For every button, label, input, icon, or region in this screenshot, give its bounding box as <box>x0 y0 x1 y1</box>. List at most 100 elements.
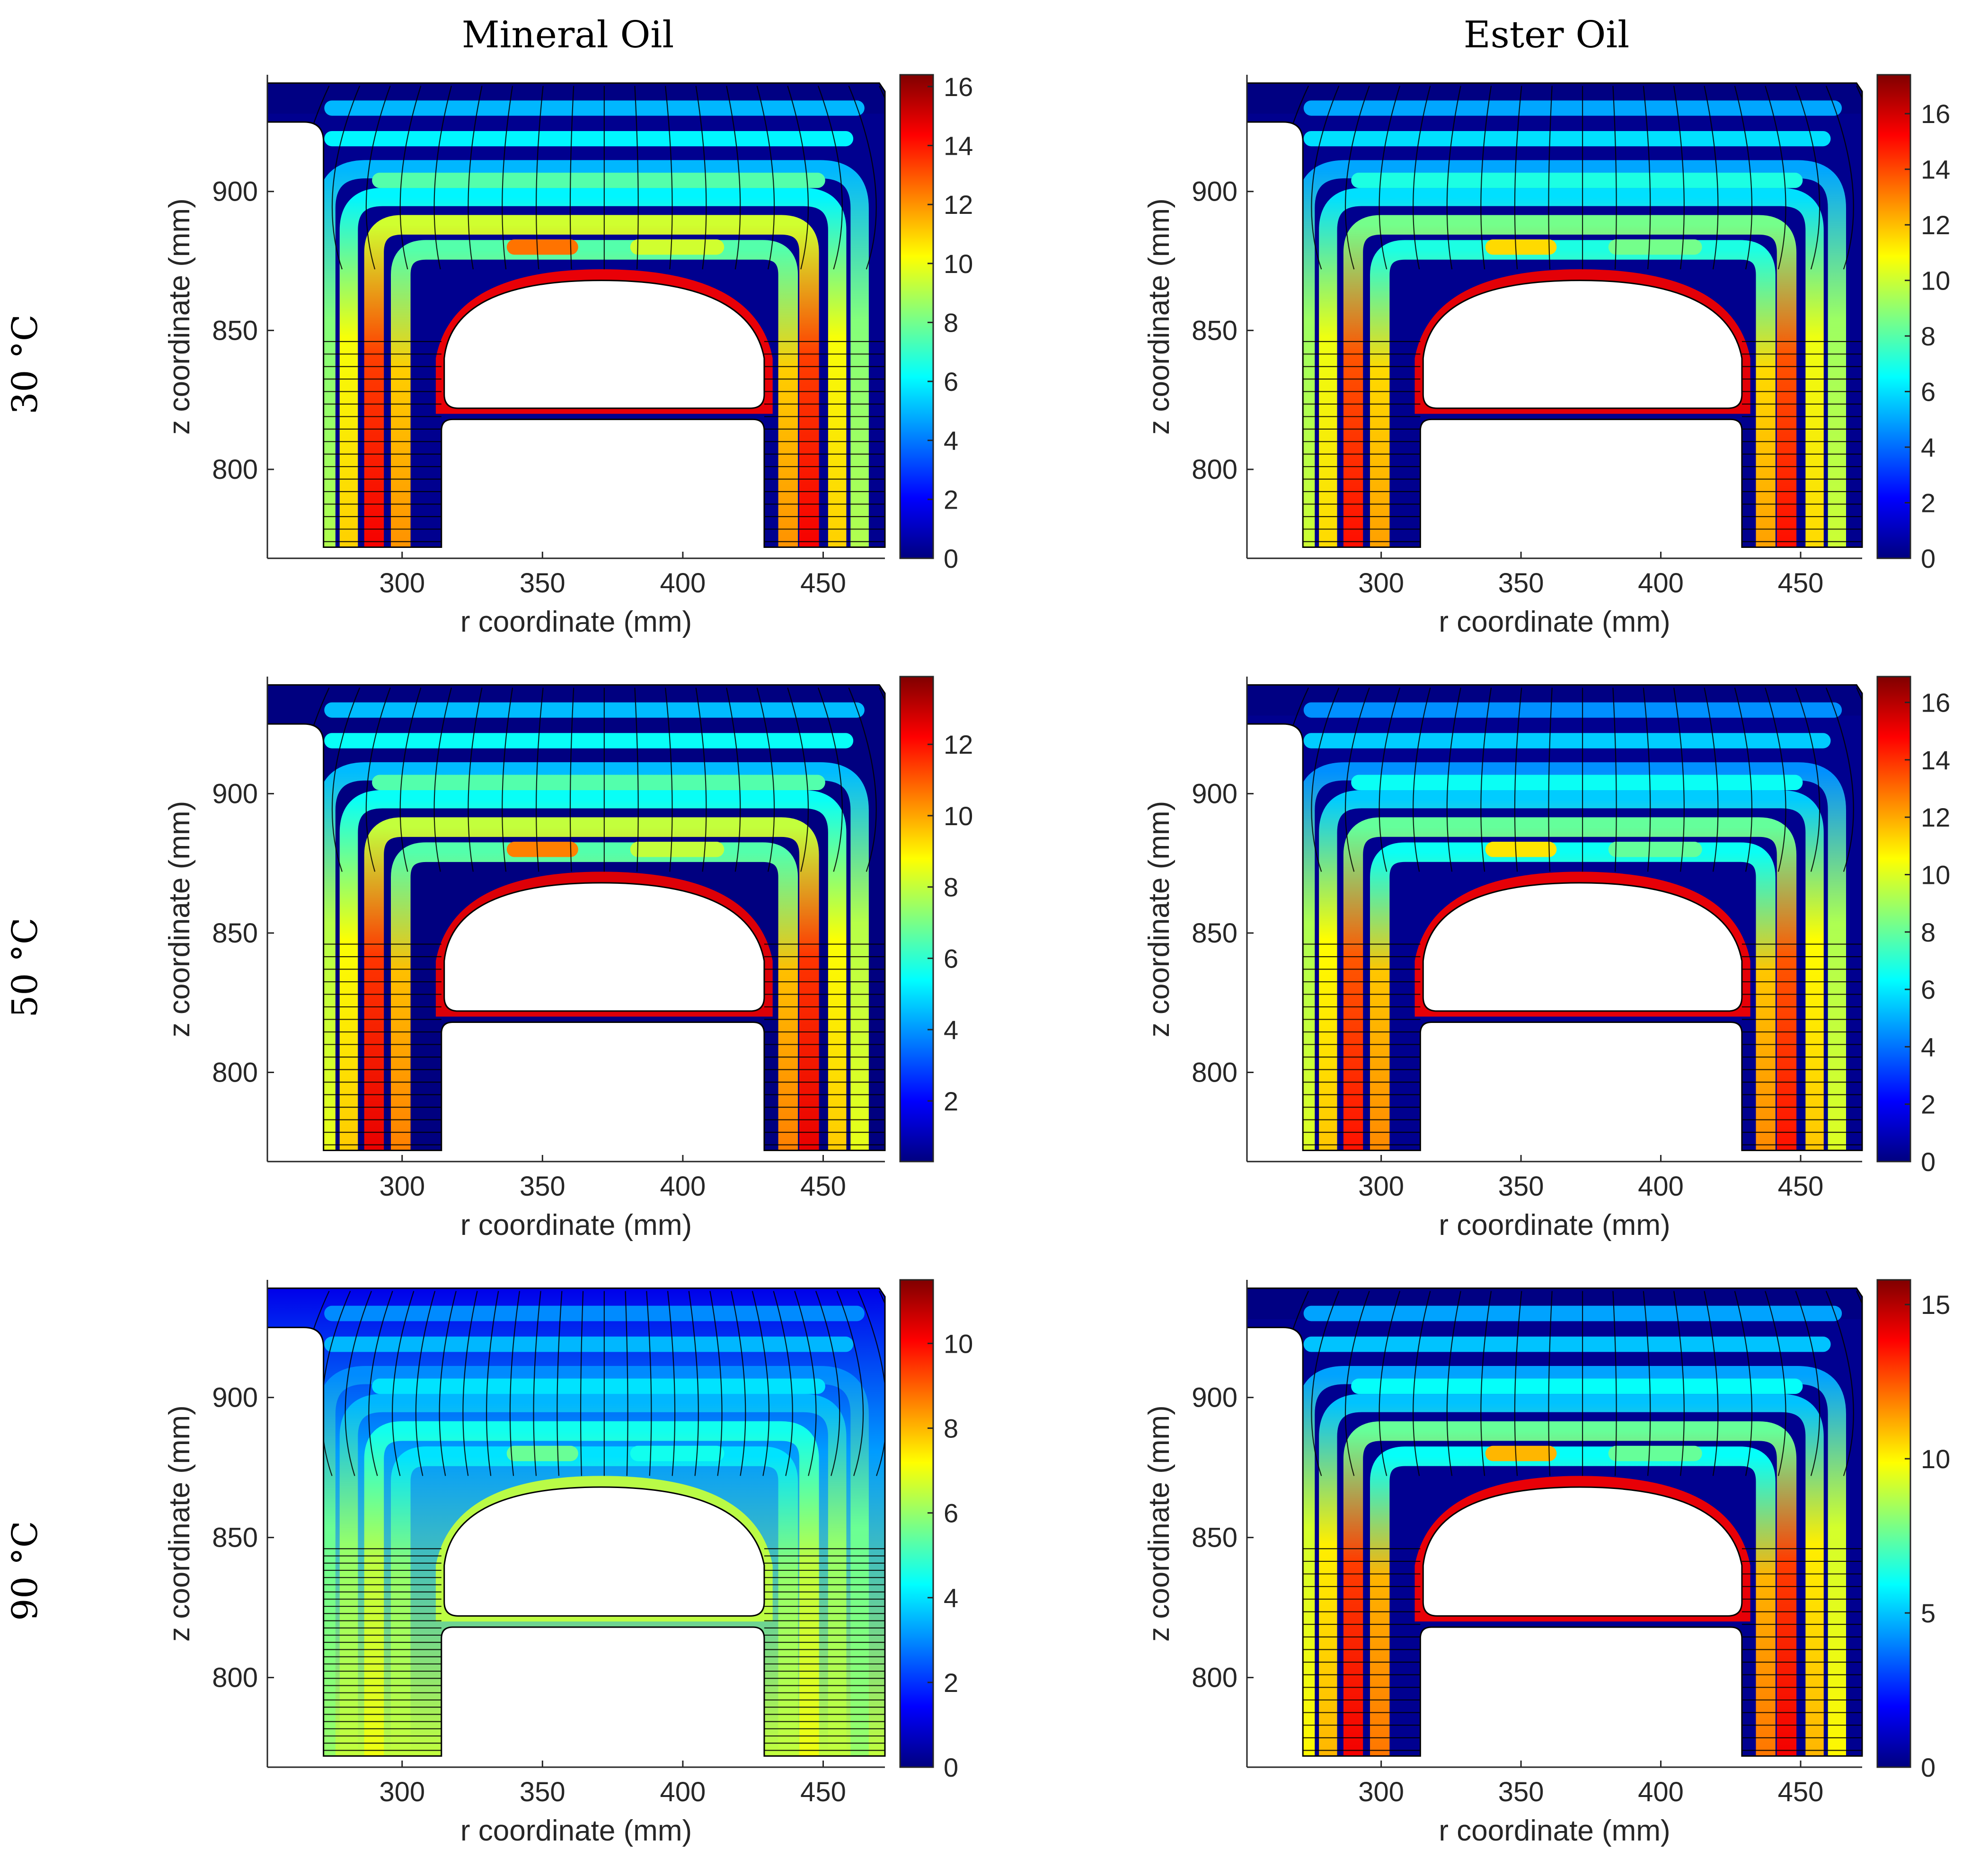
conductor <box>1422 882 1743 1012</box>
field-line <box>1413 86 1431 270</box>
colorbar-tick-label: 4 <box>1921 432 1935 462</box>
field-line <box>1643 1291 1651 1476</box>
paper-barrier <box>364 215 819 547</box>
paper-barrier <box>1296 1366 1847 1756</box>
x-tick-label: 350 <box>520 1171 566 1202</box>
y-tick-label: 900 <box>1192 778 1237 809</box>
y-tick-label: 900 <box>212 176 258 207</box>
field-line <box>1344 86 1370 270</box>
colorbar-tick-label: 16 <box>1921 688 1950 718</box>
x-axis-label: r coordinate (mm) <box>460 1814 692 1847</box>
paper-barrier <box>364 817 819 1151</box>
colorbar-tick-label: 0 <box>944 1753 958 1782</box>
field-line <box>1480 687 1492 872</box>
field-line <box>580 1291 584 1476</box>
paper-barrier <box>364 1421 819 1756</box>
field-line <box>794 1291 817 1476</box>
colorbar-tick-label: 2 <box>1921 488 1935 518</box>
field-line <box>415 1291 436 1476</box>
field-line <box>533 1291 541 1476</box>
field-line <box>1704 86 1719 270</box>
field-line <box>536 687 544 872</box>
panel: 300 350 400 450 800 850 900 r coordinate (mm) z … <box>163 1279 973 1847</box>
field-lines <box>298 1291 885 1751</box>
field-line <box>1704 1291 1719 1476</box>
row-label-50c: 50 °C <box>5 917 45 1017</box>
colorbar-tick-label: 4 <box>944 426 958 456</box>
field-line <box>1514 86 1522 270</box>
field-line <box>756 86 775 270</box>
conductor <box>443 280 765 409</box>
domain-outline <box>1246 1287 1863 1757</box>
colorbar-tick-label: 8 <box>944 1413 958 1443</box>
colorbar-tick-label: 12 <box>944 730 973 759</box>
field-line <box>1673 687 1685 872</box>
colorbar <box>899 1279 934 1768</box>
x-tick-label: 300 <box>1358 568 1404 599</box>
field-line <box>1795 86 1821 270</box>
x-tick-label: 450 <box>1778 1171 1824 1202</box>
field-lines <box>1277 86 1862 542</box>
paper-barrier <box>317 762 869 1151</box>
y-tick-label: 800 <box>212 454 258 485</box>
colorbar <box>1876 676 1911 1163</box>
paper-barrier <box>1319 188 1824 547</box>
x-axis-label: r coordinate (mm) <box>1439 606 1670 638</box>
colorbar-tick-label: 6 <box>944 943 958 973</box>
field-line <box>1612 1291 1617 1476</box>
field-line <box>1765 86 1786 270</box>
field-line <box>756 687 775 872</box>
colorbar-tick-label: 0 <box>944 544 958 573</box>
conductor <box>1422 280 1743 409</box>
y-tick-label: 800 <box>1192 1663 1237 1693</box>
colorbar-tick-label: 8 <box>1921 321 1935 351</box>
x-tick-label: 450 <box>1778 1777 1824 1807</box>
field-line <box>433 687 452 872</box>
domain-outline <box>266 82 886 548</box>
x-tick-label: 350 <box>520 1777 566 1807</box>
y-axis-label: z coordinate (mm) <box>1143 1405 1175 1642</box>
colorbar-tick-label: 10 <box>944 801 973 831</box>
panel: 300 350 400 450 800 850 900 r coordinate (mm) z … <box>163 676 973 1242</box>
field-line <box>1795 1291 1821 1476</box>
row-label-90c: 90 °C <box>5 1521 45 1621</box>
field-line <box>1413 687 1431 872</box>
field-line <box>468 86 483 270</box>
field-line <box>1704 687 1719 872</box>
y-tick-label: 850 <box>212 1523 258 1553</box>
colorbar-tick-label: 14 <box>944 131 973 161</box>
field-line <box>1379 1291 1401 1476</box>
field-line <box>1673 1291 1685 1476</box>
paper-barrier <box>1370 1446 1776 1756</box>
field-line <box>1446 687 1461 872</box>
field-line <box>848 86 877 270</box>
colorbar-tick-label: 8 <box>1921 917 1935 947</box>
field-line <box>1643 687 1651 872</box>
x-tick-label: 450 <box>800 1777 846 1807</box>
conductor <box>443 882 765 1012</box>
colorbar-tick-label: 2 <box>944 484 958 514</box>
field-line <box>817 687 843 872</box>
panel: 300 350 400 450 800 850 900 r coordinate (mm) z … <box>1143 74 1950 638</box>
y-axis-label: z coordinate (mm) <box>1143 198 1175 435</box>
field-line <box>1344 1291 1370 1476</box>
colorbar-tick-label: 4 <box>1921 1032 1935 1062</box>
field-line <box>331 687 361 872</box>
field-lines <box>298 86 885 542</box>
x-tick-label: 400 <box>660 1777 706 1807</box>
field-line <box>751 1291 770 1476</box>
field-line <box>664 687 673 872</box>
colorbar-tick-label: 2 <box>944 1086 958 1116</box>
colorbar-tick-label: 14 <box>1921 155 1950 185</box>
field-line <box>1734 1291 1753 1476</box>
field-line <box>688 1291 699 1476</box>
field-line <box>848 687 877 872</box>
colorbar-tick-label: 8 <box>944 872 958 902</box>
panel: 300 350 400 450 800 850 900 r coordinate (mm) z … <box>1143 676 1950 1242</box>
x-tick-label: 300 <box>379 1171 425 1202</box>
y-tick-label: 900 <box>212 1383 258 1413</box>
y-tick-label: 900 <box>1192 176 1237 207</box>
x-tick-label: 400 <box>1638 568 1684 599</box>
colorbar-tick-label: 15 <box>1921 1290 1950 1320</box>
